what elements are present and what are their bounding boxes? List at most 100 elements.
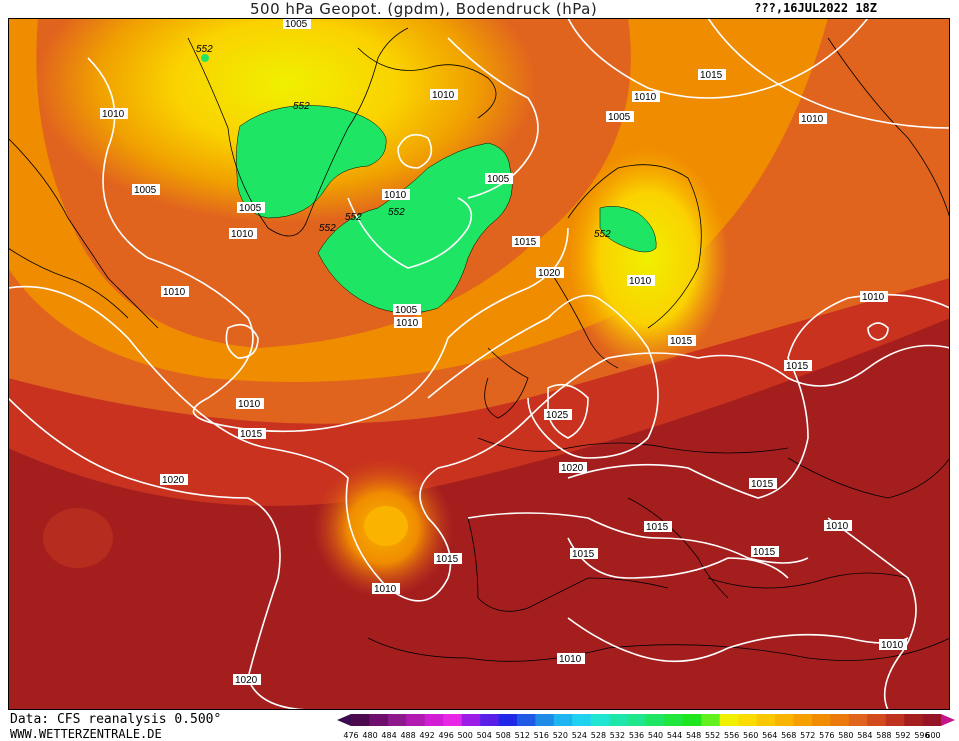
svg-text:1010: 1010: [862, 292, 885, 303]
isobar-label: 1010: [860, 291, 888, 303]
scale-label: 528: [591, 731, 606, 740]
svg-text:1015: 1015: [514, 237, 537, 248]
scale-label: 552: [705, 731, 720, 740]
title-bar: [0, 0, 959, 18]
svg-text:1010: 1010: [881, 640, 904, 651]
scale-swatch: [590, 714, 610, 726]
svg-text:1010: 1010: [102, 109, 125, 120]
scale-swatch: [867, 714, 886, 726]
scale-swatch: [627, 714, 647, 726]
svg-text:1005: 1005: [395, 305, 418, 316]
isobar-label: 1010: [394, 317, 422, 329]
scale-label: 540: [648, 731, 663, 740]
svg-text:1015: 1015: [751, 479, 774, 490]
scale-swatch: [406, 714, 426, 726]
isobar-label: 1025: [544, 409, 572, 421]
scale-swatch: [516, 714, 536, 726]
scale-swatch: [351, 714, 370, 726]
isobar-label: 1020: [160, 474, 188, 486]
isobar-label: 1010: [161, 286, 189, 298]
svg-text:1005: 1005: [134, 185, 157, 196]
scale-swatch: [387, 714, 407, 726]
svg-text:1015: 1015: [786, 361, 809, 372]
scale-label: 512: [515, 731, 530, 740]
scale-swatch: [904, 714, 923, 726]
isobar-label: 1015: [698, 69, 726, 81]
scale-swatch: [719, 714, 739, 726]
isobar-label: 1010: [236, 398, 264, 410]
scale-swatch: [535, 714, 555, 726]
scale-label: 500: [458, 731, 473, 740]
svg-text:1010: 1010: [396, 318, 419, 329]
scale-swatch: [646, 714, 665, 726]
svg-text:1015: 1015: [646, 522, 669, 533]
scale-swatch: [553, 714, 573, 726]
scale-label: 480: [362, 731, 377, 740]
scale-swatch: [498, 714, 518, 726]
isobar-label: 552: [345, 212, 362, 223]
isobar-labels: 1005 552 1010 552 1010 1015 1010 1005 10…: [100, 18, 907, 686]
scale-label: 488: [400, 731, 415, 740]
isobar-label: 1010: [372, 583, 400, 595]
scale-swatch: [461, 714, 481, 726]
svg-text:552: 552: [293, 101, 310, 112]
isobar-label: 1005: [485, 173, 513, 185]
isobar-label: 1015: [434, 553, 462, 565]
website: WWW.WETTERZENTRALE.DE: [10, 727, 162, 741]
isobar-label: 1010: [879, 639, 907, 651]
isobar-label: 1010: [632, 91, 660, 103]
valid-datetime: ???,16JUL2022 18Z: [754, 1, 877, 15]
scale-label: 564: [762, 731, 777, 740]
isobar-label: 1015: [668, 335, 696, 347]
isobar-label: 1015: [512, 236, 540, 248]
isobar-label: 1005: [283, 18, 311, 30]
isobars: [8, 18, 950, 710]
scale-label: 556: [724, 731, 739, 740]
svg-text:1010: 1010: [384, 190, 407, 201]
svg-text:552: 552: [196, 44, 213, 55]
field-west-cell: [43, 508, 113, 568]
scale-swatch: [443, 714, 462, 726]
scale-swatch: [811, 714, 831, 726]
isobar-label: 1015: [644, 521, 672, 533]
svg-text:1015: 1015: [700, 70, 723, 81]
scale-label: 568: [781, 731, 796, 740]
isobar-label: 1010: [557, 653, 585, 665]
isobar-label: 1010: [229, 228, 257, 240]
isobar-label: 552: [196, 44, 213, 55]
scale-swatch: [609, 714, 628, 726]
scale-label: 532: [610, 731, 625, 740]
isobar-label: 1010: [799, 113, 827, 125]
isobar-label: 1010: [824, 520, 852, 532]
svg-text:1020: 1020: [561, 463, 584, 474]
isobar-label: 1010: [627, 275, 655, 287]
svg-text:1025: 1025: [546, 410, 569, 421]
scale-label: 520: [553, 731, 568, 740]
scale-label: 588: [876, 731, 891, 740]
scale-label: 572: [800, 731, 815, 740]
scale-label: 580: [838, 731, 853, 740]
contour-552-greenland: [236, 105, 387, 219]
svg-text:552: 552: [388, 207, 405, 218]
field-south: [8, 318, 950, 710]
coastlines: [8, 27, 950, 662]
svg-text:1010: 1010: [801, 114, 824, 125]
isobar-label: 1010: [430, 89, 458, 101]
scale-swatch: [701, 714, 721, 726]
field-atlantic-core: [364, 506, 408, 546]
scale-label: 576: [819, 731, 834, 740]
svg-text:552: 552: [345, 212, 362, 223]
isobar-label: 1005: [237, 202, 265, 214]
svg-text:1020: 1020: [235, 675, 258, 686]
scale-swatch: [922, 714, 942, 726]
scale-swatch: [793, 714, 813, 726]
isobar-label: 552: [319, 223, 336, 234]
map-title: 500 hPa Geopot. (gpdm), Bodendruck (hPa): [250, 0, 598, 18]
scale-label: 596: [914, 731, 929, 740]
scale-label: 516: [534, 731, 549, 740]
svg-text:1010: 1010: [163, 287, 186, 298]
isobar-label: 1010: [382, 189, 410, 201]
scale-arrow-right: [941, 714, 955, 726]
scale-swatch: [885, 714, 905, 726]
isobar-label: 1015: [570, 548, 598, 560]
